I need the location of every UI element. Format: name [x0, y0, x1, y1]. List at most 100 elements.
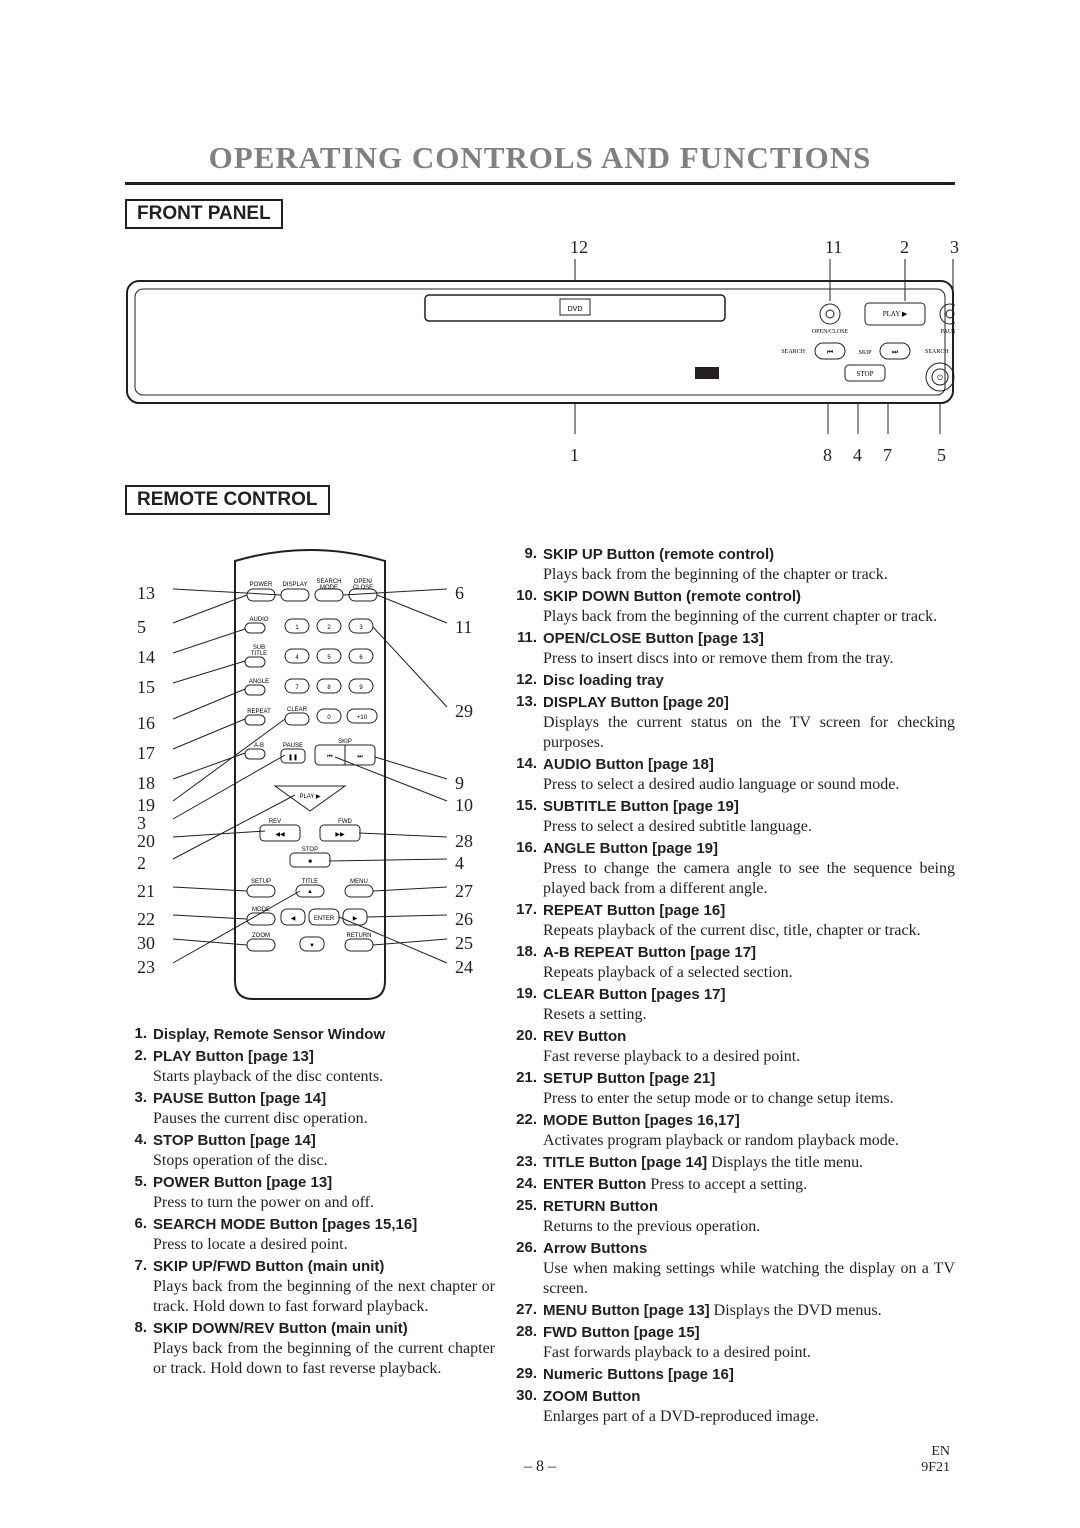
svg-text:1: 1	[295, 625, 299, 631]
svg-text:◀◀: ◀◀	[275, 832, 285, 838]
list-item: 5.POWER Button [page 13]Press to turn th…	[125, 1173, 495, 1213]
svg-text:ANGLE: ANGLE	[249, 679, 269, 685]
footer-meta: EN9F21	[921, 1444, 950, 1476]
svg-text:0: 0	[327, 715, 331, 721]
svg-text:▲: ▲	[307, 889, 313, 895]
callout-number: 23	[137, 957, 155, 978]
front-top-callouts: 121123	[425, 237, 955, 259]
svg-text:PLAY ▶: PLAY ▶	[299, 794, 320, 800]
svg-text:SETUP: SETUP	[251, 879, 271, 885]
list-item: 10.SKIP DOWN Button (remote control)Play…	[515, 587, 955, 627]
svg-text:9: 9	[359, 685, 363, 691]
list-item: 14.AUDIO Button [page 18]Press to select…	[515, 755, 955, 795]
callout-number: 11	[825, 237, 842, 258]
svg-text:CLEAR: CLEAR	[287, 707, 308, 713]
page-title: OPERATING CONTROLS AND FUNCTIONS	[125, 140, 955, 185]
list-item: 18.A-B REPEAT Button [page 17]Repeats pl…	[515, 943, 955, 983]
remote-diagram: POWER DISPLAY SEARCHMODE OPEN/CLOSE AUDI…	[125, 531, 495, 1011]
callout-number: 5	[137, 617, 146, 638]
list-item: 8.SKIP DOWN/REV Button (main unit)Plays …	[125, 1319, 495, 1379]
page-number: – 8 –	[0, 1458, 1080, 1476]
svg-text:4: 4	[295, 655, 299, 661]
callout-number: 27	[455, 881, 473, 902]
svg-text:6: 6	[359, 655, 363, 661]
svg-text:MODE: MODE	[320, 585, 338, 591]
list-item: 23.TITLE Button [page 14] Displays the t…	[515, 1153, 955, 1173]
svg-text:PAUSE: PAUSE	[283, 743, 303, 749]
svg-text:RETURN: RETURN	[347, 933, 372, 939]
svg-text:AUDIO: AUDIO	[249, 617, 268, 623]
callout-number: 1	[570, 445, 579, 466]
callout-number: 26	[455, 909, 473, 930]
callout-number: 25	[455, 933, 473, 954]
svg-text:PLAY ▶: PLAY ▶	[883, 310, 908, 318]
svg-text:OPEN/CLOSE: OPEN/CLOSE	[812, 329, 849, 335]
svg-text:⏮: ⏮	[827, 348, 833, 356]
list-item: 26.Arrow ButtonsUse when making settings…	[515, 1239, 955, 1299]
list-item: 15.SUBTITLE Button [page 19]Press to sel…	[515, 797, 955, 837]
callout-number: 29	[455, 701, 473, 722]
svg-text:SKIP: SKIP	[338, 739, 352, 745]
callout-number: 28	[455, 831, 473, 852]
svg-text:SEARCH: SEARCH	[781, 349, 805, 355]
desc-right: 9.SKIP UP Button (remote control)Plays b…	[515, 545, 955, 1427]
desc-left: 1.Display, Remote Sensor Window2.PLAY Bu…	[125, 1025, 495, 1379]
svg-text:DISPLAY: DISPLAY	[283, 582, 308, 588]
list-item: 19.CLEAR Button [pages 17]Resets a setti…	[515, 985, 955, 1025]
front-panel-label: FRONT PANEL	[125, 199, 283, 229]
svg-text:7: 7	[295, 685, 299, 691]
list-item: 28.FWD Button [page 15]Fast forwards pla…	[515, 1323, 955, 1363]
list-item: 17.REPEAT Button [page 16]Repeats playba…	[515, 901, 955, 941]
front-bottom-callouts: 18475	[425, 439, 955, 467]
callout-number: 8	[823, 445, 832, 466]
list-item: 4.STOP Button [page 14]Stops operation o…	[125, 1131, 495, 1171]
svg-text:PAUSE: PAUSE	[941, 329, 955, 335]
svg-text:+10: +10	[357, 715, 368, 721]
list-item: 20.REV ButtonFast reverse playback to a …	[515, 1027, 955, 1067]
list-item: 9.SKIP UP Button (remote control)Plays b…	[515, 545, 955, 585]
remote-label: REMOTE CONTROL	[125, 485, 330, 515]
svg-text:STOP: STOP	[302, 847, 318, 853]
list-item: 22.MODE Button [pages 16,17]Activates pr…	[515, 1111, 955, 1151]
list-item: 7.SKIP UP/FWD Button (main unit)Plays ba…	[125, 1257, 495, 1317]
list-item: 1.Display, Remote Sensor Window	[125, 1025, 495, 1045]
svg-text:DVD: DVD	[568, 306, 583, 313]
list-item: 3.PAUSE Button [page 14]Pauses the curre…	[125, 1089, 495, 1129]
svg-text:POWER: POWER	[250, 582, 273, 588]
callout-number: 21	[137, 881, 155, 902]
svg-text:ENTER: ENTER	[314, 916, 335, 922]
callout-number: 13	[137, 583, 155, 604]
svg-text:⏭: ⏭	[357, 754, 363, 760]
svg-text:SEARCH: SEARCH	[925, 349, 949, 355]
callout-number: 17	[137, 743, 155, 764]
svg-text:▶: ▶	[353, 916, 358, 922]
svg-text:MENU: MENU	[350, 879, 368, 885]
list-item: 2.PLAY Button [page 13]Starts playback o…	[125, 1047, 495, 1087]
callout-number: 24	[455, 957, 473, 978]
callout-number: 15	[137, 677, 155, 698]
list-item: 11.OPEN/CLOSE Button [page 13]Press to i…	[515, 629, 955, 669]
callout-number: 9	[455, 773, 464, 794]
list-item: 13.DISPLAY Button [page 20]Displays the …	[515, 693, 955, 753]
svg-text:5: 5	[327, 655, 331, 661]
svg-text:STOP: STOP	[857, 370, 874, 378]
svg-text:FWD: FWD	[338, 819, 352, 825]
callout-number: 12	[570, 237, 588, 258]
svg-text:3: 3	[359, 625, 363, 631]
list-item: 30.ZOOM ButtonEnlarges part of a DVD-rep…	[515, 1387, 955, 1427]
list-item: 16.ANGLE Button [page 19]Press to change…	[515, 839, 955, 899]
callout-number: 3	[950, 237, 959, 258]
list-item: 6.SEARCH MODE Button [pages 15,16]Press …	[125, 1215, 495, 1255]
svg-text:TITLE: TITLE	[251, 651, 267, 657]
callout-number: 5	[937, 445, 946, 466]
callout-number: 2	[137, 853, 146, 874]
callout-number: 2	[900, 237, 909, 258]
svg-text:SKIP: SKIP	[858, 350, 872, 356]
svg-text:❚❚: ❚❚	[288, 754, 298, 761]
list-item: 12.Disc loading tray	[515, 671, 955, 691]
svg-text:■: ■	[308, 859, 312, 865]
svg-text:▶▶: ▶▶	[335, 832, 345, 838]
svg-text:TITLE: TITLE	[302, 879, 318, 885]
svg-text:⏮: ⏮	[327, 754, 333, 760]
svg-text:⏻: ⏻	[937, 374, 943, 382]
